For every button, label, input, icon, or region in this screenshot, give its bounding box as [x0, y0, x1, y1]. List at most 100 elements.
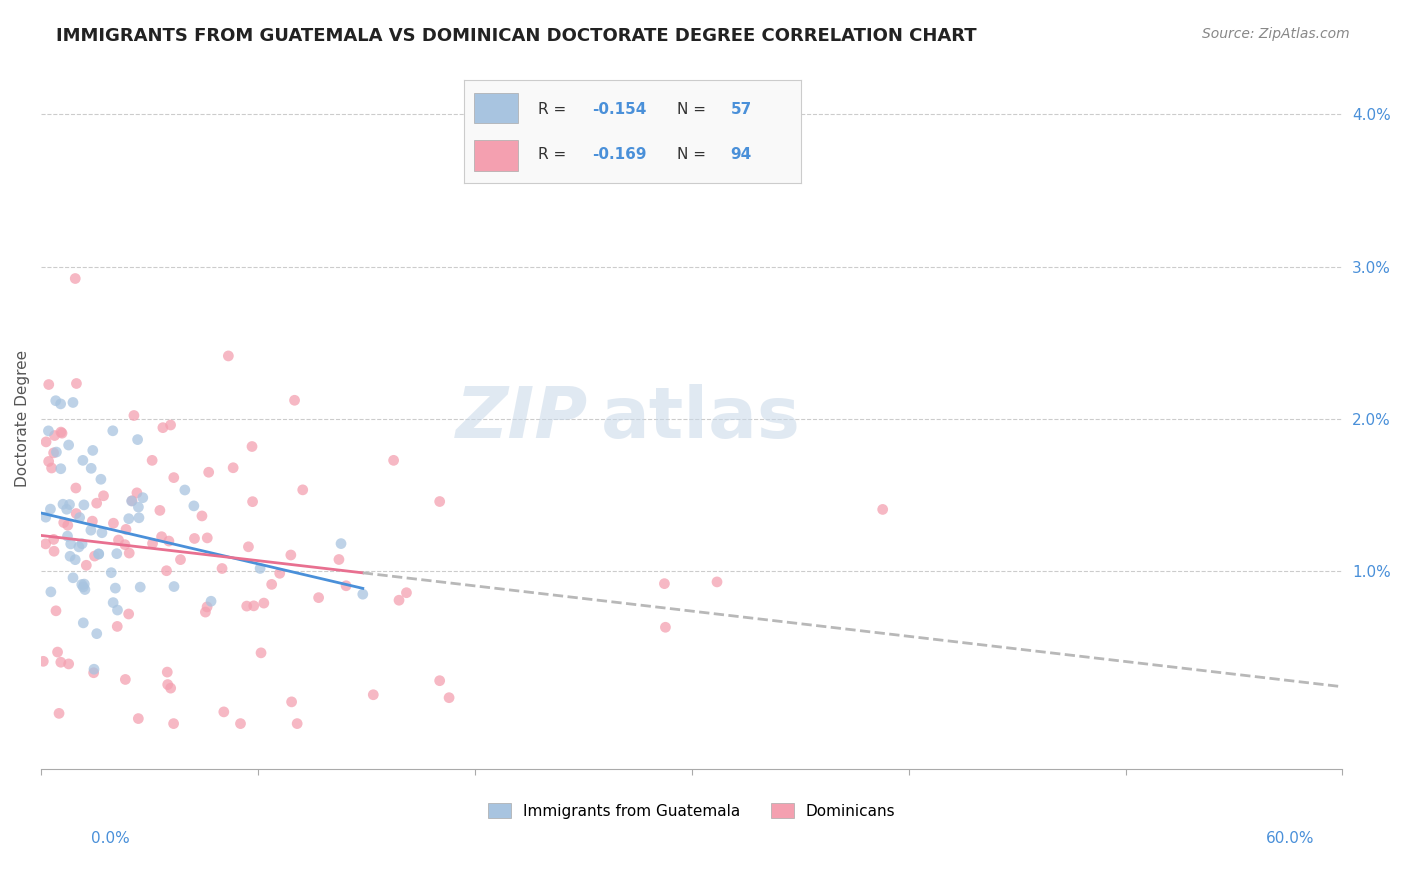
Point: [67, 540, 90, 554]
Point: [129, 580, 152, 594]
Point: [62, 395, 84, 409]
Point: [654, 620, 676, 634]
Point: [157, 534, 180, 549]
Point: [101, 424, 124, 438]
Point: [70, 577, 93, 591]
Point: [87, 547, 110, 561]
Point: [52, 516, 75, 530]
Text: Source: ZipAtlas.com: Source: ZipAtlas.com: [1202, 27, 1350, 41]
Point: [191, 508, 214, 523]
Point: [121, 494, 143, 508]
Point: [100, 566, 122, 580]
Point: [65, 507, 87, 521]
Point: [72, 580, 94, 594]
Point: [162, 716, 184, 731]
Point: [114, 673, 136, 687]
Point: [150, 530, 173, 544]
Point: [90, 472, 112, 486]
Point: [38, 454, 60, 468]
Point: [260, 577, 283, 591]
Point: [51, 426, 73, 441]
Point: [253, 596, 276, 610]
Point: [34, 537, 56, 551]
Point: [35, 434, 58, 449]
Point: [73, 582, 96, 597]
Point: [58, 657, 80, 671]
Bar: [474, 140, 517, 170]
Point: [222, 460, 245, 475]
Point: [149, 503, 172, 517]
Point: [195, 531, 218, 545]
Point: [169, 552, 191, 566]
Point: [56, 529, 79, 543]
Point: [155, 564, 177, 578]
Point: [52, 497, 75, 511]
Point: [382, 453, 405, 467]
Point: [118, 546, 141, 560]
Text: 60.0%: 60.0%: [1267, 831, 1315, 846]
Text: 0.0%: 0.0%: [91, 831, 131, 846]
Y-axis label: Doctorate Degree: Doctorate Degree: [15, 351, 30, 487]
Point: [73, 498, 96, 512]
Point: [330, 536, 353, 550]
Point: [58, 438, 80, 452]
Point: [45, 445, 67, 459]
Point: [104, 581, 127, 595]
Point: [42, 446, 65, 460]
Text: ZIP: ZIP: [456, 384, 588, 453]
Point: [159, 681, 181, 695]
Point: [107, 603, 129, 617]
Legend: Immigrants from Guatemala, Dominicans: Immigrants from Guatemala, Dominicans: [482, 797, 901, 825]
Point: [39, 585, 62, 599]
Point: [82, 443, 104, 458]
Text: N =: N =: [676, 102, 710, 117]
Point: [72, 615, 94, 630]
Point: [280, 695, 302, 709]
Point: [38, 377, 60, 392]
Point: [107, 533, 129, 547]
Point: [152, 420, 174, 434]
Point: [156, 665, 179, 679]
Point: [69, 510, 91, 524]
Point: [45, 393, 67, 408]
Point: [352, 587, 374, 601]
Point: [242, 494, 264, 508]
Point: [49, 655, 72, 669]
Point: [75, 558, 97, 573]
Point: [173, 483, 195, 497]
Point: [308, 591, 330, 605]
Point: [37, 424, 59, 438]
Point: [55, 502, 77, 516]
Point: [65, 481, 87, 495]
Point: [141, 453, 163, 467]
Point: [238, 540, 260, 554]
Point: [45, 604, 67, 618]
Point: [328, 552, 350, 566]
Text: 94: 94: [731, 146, 752, 161]
Point: [159, 417, 181, 432]
Point: [388, 593, 411, 607]
Point: [86, 496, 108, 510]
Point: [65, 271, 87, 285]
Point: [59, 537, 82, 551]
Point: [49, 461, 72, 475]
Text: N =: N =: [676, 146, 710, 161]
Point: [118, 511, 141, 525]
Point: [291, 483, 314, 497]
Text: R =: R =: [538, 146, 571, 161]
Point: [83, 549, 105, 563]
Bar: [474, 93, 517, 123]
Text: IMMIGRANTS FROM GUATEMALA VS DOMINICAN DOCTORATE DEGREE CORRELATION CHART: IMMIGRANTS FROM GUATEMALA VS DOMINICAN D…: [56, 27, 977, 45]
Point: [118, 607, 141, 621]
Point: [195, 599, 218, 614]
Point: [93, 489, 115, 503]
Point: [183, 499, 205, 513]
Point: [250, 646, 273, 660]
Point: [48, 706, 70, 721]
Point: [59, 549, 82, 564]
Point: [335, 579, 357, 593]
Point: [91, 525, 114, 540]
Point: [101, 596, 124, 610]
Point: [127, 712, 149, 726]
Point: [121, 493, 143, 508]
